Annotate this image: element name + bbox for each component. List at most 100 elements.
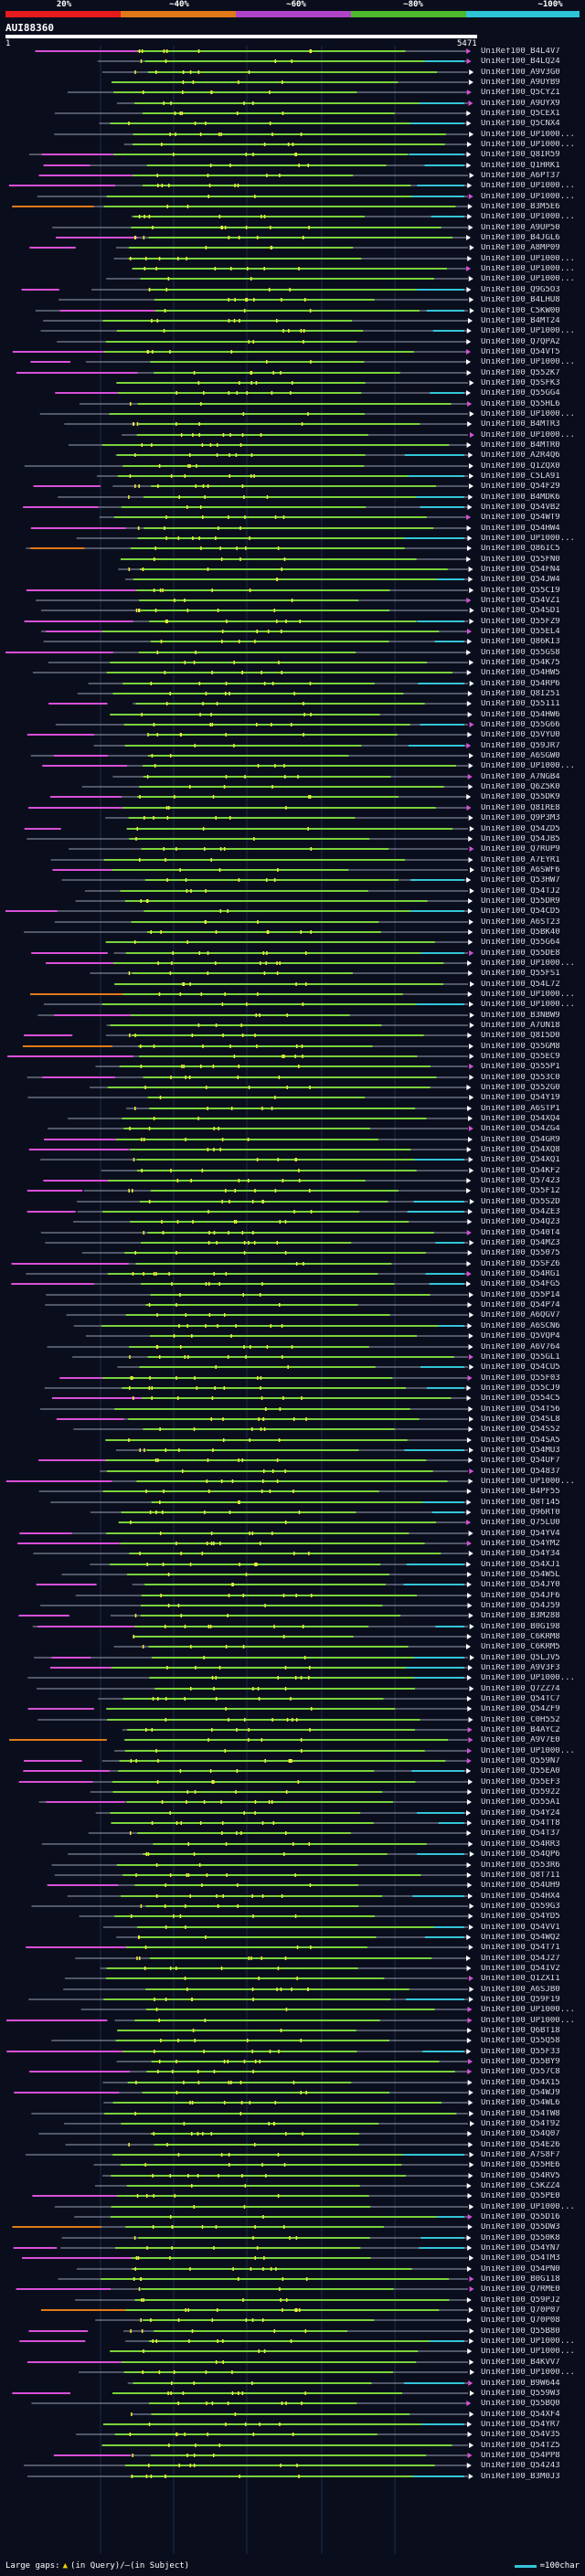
- hit-row[interactable]: [114, 1748, 472, 1754]
- hit-label[interactable]: UniRef100_Q559W3: [481, 2390, 560, 2398]
- hit-label[interactable]: UniRef100_Q54FN4: [481, 566, 560, 574]
- hit-label[interactable]: UniRef100_UP1000...: [481, 182, 575, 190]
- hit-row[interactable]: [50, 857, 473, 863]
- hit-label[interactable]: UniRef100_Q54WQ2: [481, 1934, 560, 1942]
- hit-label[interactable]: UniRef100_Q54XQ4: [481, 1115, 560, 1123]
- hit-row[interactable]: [123, 142, 472, 147]
- hit-row[interactable]: [93, 2162, 474, 2168]
- hit-label[interactable]: UniRef100_Q54T92: [481, 2120, 560, 2128]
- hit-label[interactable]: UniRef100_Q55CI9: [481, 587, 560, 595]
- hit-row[interactable]: [6, 2018, 473, 2023]
- hit-label[interactable]: UniRef100_Q54UH9: [481, 1882, 560, 1890]
- hit-label[interactable]: UniRef100_A9V7E0: [481, 1736, 560, 1744]
- hit-row[interactable]: [115, 1447, 474, 1453]
- hit-label[interactable]: UniRef100_Q559G3: [481, 1903, 560, 1911]
- hit-row[interactable]: [131, 214, 473, 219]
- hit-row[interactable]: [66, 1312, 474, 1318]
- hit-row[interactable]: [44, 1137, 473, 1142]
- hit-label[interactable]: UniRef100_Q54TC7: [481, 1695, 560, 1703]
- hit-row[interactable]: [12, 349, 472, 355]
- hit-label[interactable]: UniRef100_Q55CJ9: [481, 1384, 560, 1393]
- hit-row[interactable]: [90, 1510, 472, 1515]
- hit-label[interactable]: UniRef100_Q54V35: [481, 2431, 560, 2439]
- hit-row[interactable]: [113, 1644, 472, 1649]
- hit-label[interactable]: UniRef100_Q54QP6: [481, 1850, 560, 1859]
- hit-label[interactable]: UniRef100_UP1000...: [481, 2203, 575, 2211]
- hit-label[interactable]: UniRef100_Q54ZD5: [481, 825, 560, 833]
- hit-row[interactable]: [73, 1219, 473, 1224]
- hit-label[interactable]: UniRef100_Q557C8: [481, 2068, 560, 2076]
- hit-label[interactable]: UniRef100_Q54VV1: [481, 1924, 560, 1932]
- hit-label[interactable]: UniRef100_Q54T37: [481, 1829, 560, 1838]
- hit-label[interactable]: UniRef100_Q54YN7: [481, 2244, 560, 2253]
- hit-label[interactable]: UniRef100_Q54F29: [481, 482, 560, 491]
- hit-label[interactable]: UniRef100_Q54JB5: [481, 835, 560, 843]
- hit-label[interactable]: UniRef100_Q552K7: [481, 369, 560, 377]
- hit-row[interactable]: [50, 1500, 472, 1505]
- hit-row[interactable]: [74, 2214, 473, 2220]
- hit-row[interactable]: [85, 1333, 473, 1339]
- hit-label[interactable]: UniRef100_UP1000...: [481, 131, 575, 139]
- hit-label[interactable]: UniRef100_Q54HW6: [481, 711, 560, 719]
- hit-label[interactable]: UniRef100_Q54KF2: [481, 1167, 560, 1175]
- hit-label[interactable]: UniRef100_Q54T71: [481, 1944, 560, 1952]
- hit-row[interactable]: [77, 691, 473, 696]
- hit-label[interactable]: UniRef100_Q540T4: [481, 1229, 560, 1237]
- hit-row[interactable]: [34, 1655, 474, 1660]
- hit-row[interactable]: [118, 567, 473, 572]
- hit-row[interactable]: [26, 1945, 473, 1950]
- hit-label[interactable]: UniRef100_Q54RV5: [481, 2172, 560, 2180]
- hit-label[interactable]: UniRef100_Q54FG5: [481, 1280, 560, 1288]
- hit-row[interactable]: [75, 898, 473, 904]
- hit-row[interactable]: [64, 421, 473, 427]
- hit-row[interactable]: [54, 111, 472, 116]
- hit-row[interactable]: [105, 1437, 472, 1443]
- hit-row[interactable]: [75, 2297, 472, 2303]
- hit-row[interactable]: [116, 1935, 472, 1940]
- hit-label[interactable]: UniRef100_Q54L72: [481, 981, 560, 989]
- hit-row[interactable]: [21, 287, 472, 292]
- hit-label[interactable]: UniRef100_B4MTR0: [481, 441, 560, 450]
- hit-row[interactable]: [68, 1116, 473, 1121]
- hit-row[interactable]: [117, 1364, 474, 1370]
- hit-label[interactable]: UniRef100_Q54VZ1: [481, 597, 560, 605]
- hit-label[interactable]: UniRef100_Q54TM3: [481, 2254, 560, 2263]
- hit-label[interactable]: UniRef100_Q55GG4: [481, 389, 560, 398]
- hit-label[interactable]: UniRef100_Q55DR9: [481, 897, 560, 906]
- hit-label[interactable]: UniRef100_A9UYX9: [481, 100, 560, 108]
- hit-label[interactable]: UniRef100_UP1000...: [481, 358, 575, 366]
- hit-label[interactable]: UniRef100_A7UN18: [481, 1022, 560, 1030]
- hit-row[interactable]: [99, 121, 472, 126]
- hit-row[interactable]: [75, 1593, 473, 1598]
- hit-row[interactable]: [117, 101, 473, 106]
- hit-row[interactable]: [37, 1686, 474, 1691]
- hit-label[interactable]: UniRef100_Q55GS8: [481, 649, 560, 657]
- hit-row[interactable]: [33, 1551, 473, 1556]
- hit-row[interactable]: [103, 2100, 473, 2105]
- hit-label[interactable]: UniRef100_Q54HW5: [481, 669, 560, 677]
- hit-row[interactable]: [27, 1209, 473, 1214]
- hit-label[interactable]: UniRef100_Q59JR7: [481, 742, 560, 750]
- hit-label[interactable]: UniRef100_Q54JY0: [481, 1581, 560, 1589]
- hit-row[interactable]: [79, 2369, 474, 2375]
- hit-row[interactable]: [102, 1924, 473, 1930]
- hit-label[interactable]: UniRef100_UP1000...: [481, 213, 575, 221]
- hit-row[interactable]: [22, 1044, 473, 1049]
- hit-label[interactable]: UniRef100_Q54TT8: [481, 1819, 560, 1828]
- hit-label[interactable]: UniRef100_Q54VT5: [481, 348, 560, 356]
- hit-row[interactable]: [24, 929, 473, 935]
- hit-label[interactable]: UniRef100_Q55FN0: [481, 556, 560, 564]
- hit-row[interactable]: [31, 2401, 472, 2406]
- hit-row[interactable]: [47, 1882, 473, 1888]
- hit-label[interactable]: UniRef100_Q54TZ5: [481, 2442, 560, 2450]
- hit-label[interactable]: UniRef100_Q54ZG4: [481, 1125, 560, 1133]
- hit-row[interactable]: [48, 701, 472, 706]
- hit-label[interactable]: UniRef100_B4MTR3: [481, 420, 560, 429]
- hit-row[interactable]: [105, 939, 473, 945]
- hit-row[interactable]: [22, 2255, 474, 2261]
- hit-row[interactable]: [27, 1188, 472, 1193]
- hit-row[interactable]: [40, 1230, 472, 1235]
- hit-label[interactable]: UniRef100_Q54WJ9: [481, 2089, 560, 2097]
- hit-label[interactable]: UniRef100_Q55F03: [481, 1374, 560, 1383]
- hit-row[interactable]: [67, 1893, 473, 1899]
